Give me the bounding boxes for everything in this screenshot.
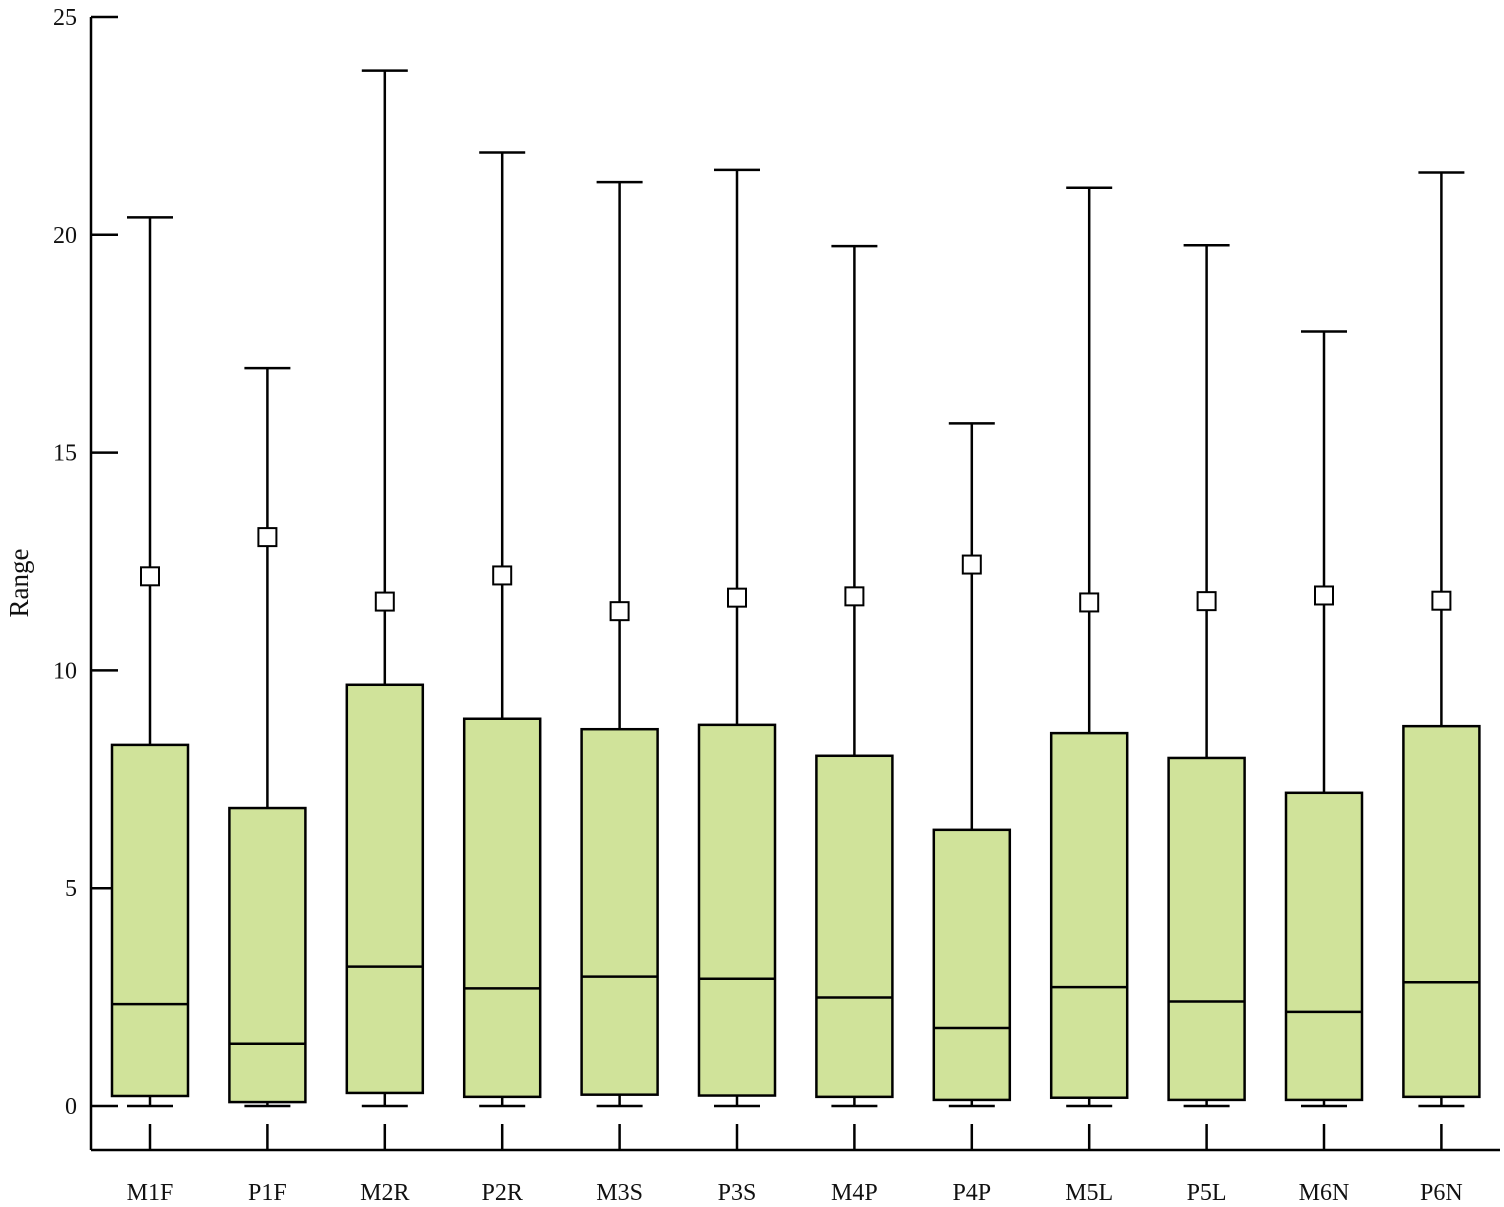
x-tick-label: M1F [127, 1180, 174, 1206]
mean-marker [727, 587, 747, 608]
box-m6n [1284, 330, 1364, 1108]
mean-marker [1196, 591, 1217, 612]
box-m5l [1049, 186, 1129, 1108]
y-axis-title: Range [4, 548, 34, 617]
x-tick-label: P6N [1420, 1180, 1463, 1206]
x-ticks: M1F P1F M2R P2R M3S P3S M4P P4P M5L P5L M6N P6N [127, 1124, 1463, 1206]
iqr-box [580, 727, 659, 1096]
y-ticks: 0 5 10 15 20 25 [53, 5, 118, 1120]
x-tick-label: P3S [718, 1180, 757, 1206]
x-tick-label: M4P [831, 1180, 878, 1206]
mean-marker [1079, 592, 1100, 613]
iqr-box [110, 743, 190, 1098]
iqr-box [1402, 724, 1481, 1099]
iqr-box [932, 828, 1012, 1102]
box-p2r [462, 151, 542, 1108]
y-tick-label: 25 [53, 5, 77, 31]
box-p3s [697, 168, 777, 1108]
mean-marker [492, 565, 513, 586]
box-p6n [1402, 171, 1481, 1108]
mean-marker [609, 601, 630, 622]
iqr-box [1049, 731, 1129, 1099]
y-tick-label: 20 [53, 223, 77, 249]
mean-marker [961, 554, 982, 575]
iqr-box [1167, 756, 1246, 1102]
x-tick-label: P4P [952, 1180, 991, 1206]
mean-marker [1314, 585, 1334, 606]
x-tick-label: P2R [482, 1180, 523, 1206]
mean-marker [257, 527, 278, 548]
iqr-box [1284, 791, 1364, 1102]
mean-marker [1431, 590, 1452, 611]
y-tick-label: 15 [53, 441, 77, 467]
y-tick-label: 5 [65, 876, 77, 902]
boxes [110, 69, 1481, 1108]
iqr-box [345, 683, 425, 1095]
iqr-box [228, 806, 307, 1104]
y-tick-label: 0 [65, 1094, 77, 1120]
x-tick-label: M3S [596, 1180, 643, 1206]
y-tick-label: 10 [53, 658, 77, 684]
box-p5l [1167, 244, 1246, 1108]
mean-marker [844, 586, 865, 607]
x-tick-label: M6N [1299, 1180, 1350, 1206]
box-m1f [110, 216, 190, 1108]
mean-marker [140, 566, 160, 587]
iqr-box [462, 717, 542, 1099]
x-tick-label: M2R [360, 1180, 409, 1206]
box-m2r [345, 69, 425, 1108]
x-tick-label: M5L [1065, 1180, 1113, 1206]
mean-marker [374, 591, 395, 612]
iqr-box [697, 723, 777, 1097]
box-m3s [580, 180, 659, 1108]
box-m4p [815, 244, 894, 1108]
x-tick-label: P5L [1187, 1180, 1227, 1206]
box-p1f [228, 366, 307, 1108]
x-tick-label: P1F [248, 1180, 287, 1206]
box-p4p [932, 422, 1012, 1108]
iqr-box [815, 754, 894, 1099]
